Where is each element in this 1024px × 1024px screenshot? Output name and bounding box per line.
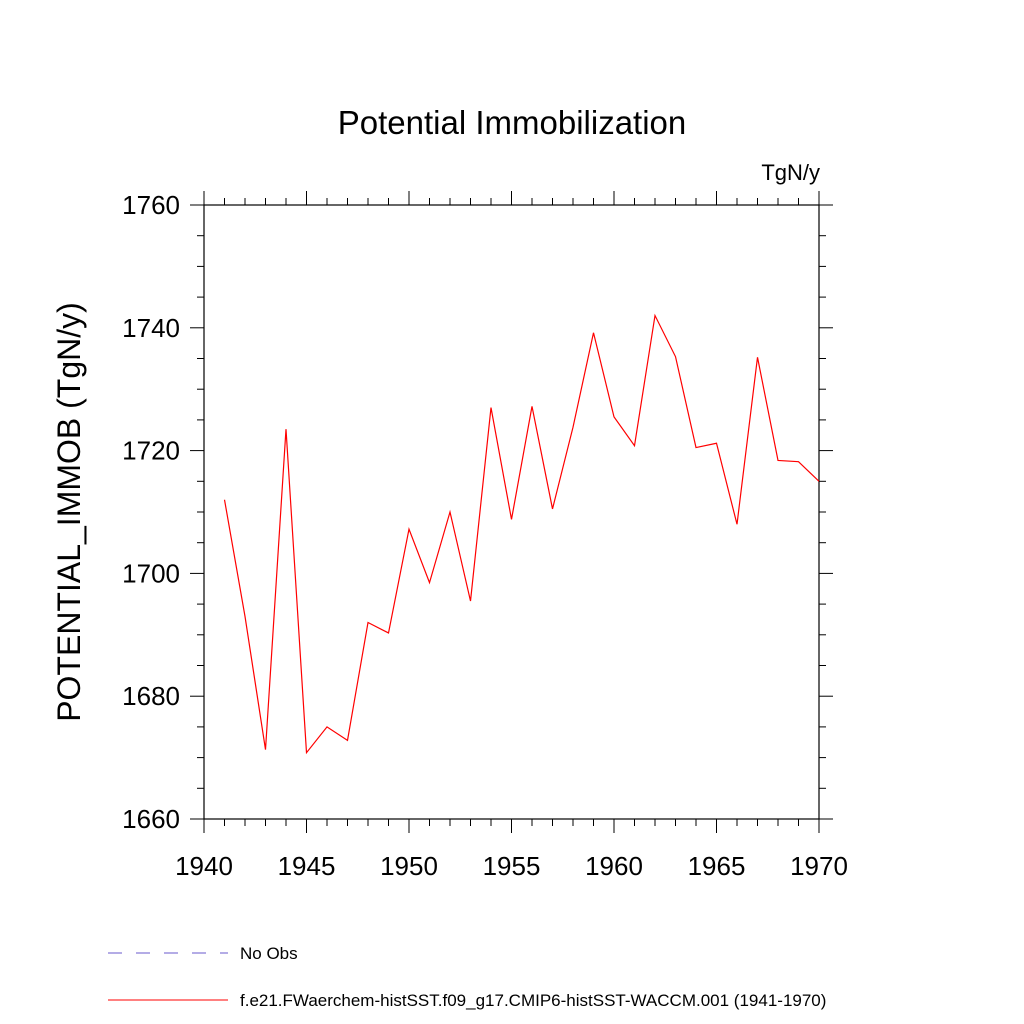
- x-tick-label: 1945: [278, 851, 336, 881]
- x-tick-label: 1970: [790, 851, 848, 881]
- x-tick-label: 1940: [175, 851, 233, 881]
- chart-title: Potential Immobilization: [338, 104, 687, 141]
- y-tick-label: 1740: [122, 313, 180, 343]
- y-tick-label: 1680: [122, 681, 180, 711]
- y-tick-label: 1700: [122, 558, 180, 588]
- plot-frame: [203, 204, 820, 820]
- units-label: TgN/y: [761, 160, 820, 185]
- axis-tick-labels: 1940 1945 1950 1955 1960 1965 1970 1660 1680 1700…: [122, 190, 848, 881]
- y-axis-label: POTENTIAL_IMMOB (TgN/y): [51, 302, 87, 722]
- series-group: [223, 313, 820, 755]
- legend-label: f.e21.FWaerchem-histSST.f09_g17.CMIP6-hi…: [240, 991, 826, 1010]
- x-tick-label: 1955: [483, 851, 541, 881]
- x-tick-label: 1960: [585, 851, 643, 881]
- legend: No Obs f.e21.FWaerchem-histSST.f09_g17.CM…: [108, 944, 826, 1010]
- legend-label: No Obs: [240, 944, 298, 963]
- series-line: [223, 313, 820, 755]
- y-tick-label: 1660: [122, 804, 180, 834]
- x-tick-label: 1950: [380, 851, 438, 881]
- axis-ticks: [190, 191, 833, 833]
- x-tick-label: 1965: [688, 851, 746, 881]
- y-tick-label: 1760: [122, 190, 180, 220]
- y-tick-label: 1720: [122, 436, 180, 466]
